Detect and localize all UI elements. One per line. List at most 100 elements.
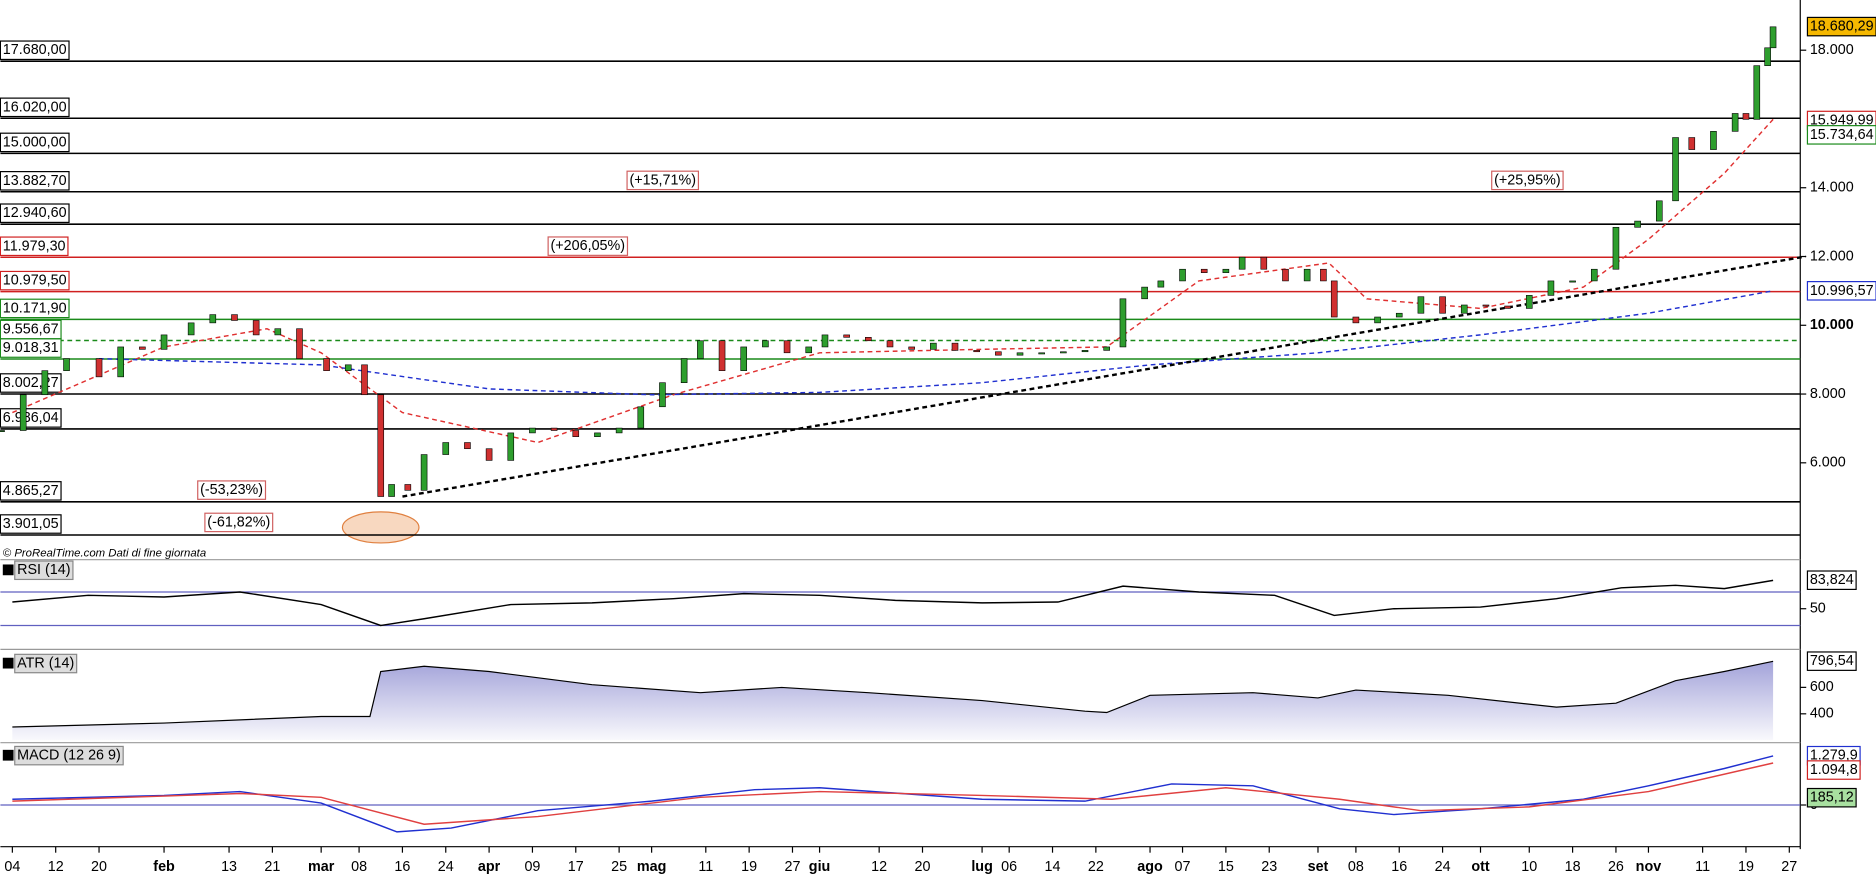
x-tick-label: 19 (1738, 859, 1754, 875)
candle (572, 430, 580, 437)
candle (1764, 47, 1771, 66)
candle (1374, 316, 1381, 324)
level-label: 10.979,50 (3, 273, 67, 289)
y-tick-label: 50 (1810, 601, 1826, 617)
rsi-line (12, 579, 1774, 627)
last-value-label: 10.996,57 (1810, 283, 1874, 299)
last-value-label: 1.094,8 (1810, 762, 1858, 778)
last-value-label-group: 185,12 (1806, 787, 1857, 808)
x-tick-label: 25 (611, 859, 627, 875)
level-label-box (0, 514, 62, 534)
level-label: 4.865,27 (3, 483, 59, 499)
candle (615, 427, 623, 434)
candle (344, 364, 352, 371)
candle (323, 358, 330, 371)
candle (1417, 296, 1425, 314)
annotation-box (204, 512, 274, 533)
level-label-group: 11.979,30 (0, 236, 69, 257)
last-value-label-group: 18.680,29 (1806, 16, 1876, 37)
x-tick-label: 16 (394, 859, 410, 875)
candle (637, 406, 645, 429)
level-label-group: 17.680,00 (0, 40, 70, 61)
candle (1655, 200, 1663, 222)
x-tick-label: 20 (91, 859, 107, 875)
last-value-label-box (1806, 125, 1876, 145)
candle (805, 346, 813, 354)
level-label: 9.556,67 (3, 322, 59, 338)
candle (404, 484, 412, 491)
last-value-label: 185,12 (1810, 790, 1854, 806)
candle (388, 484, 395, 497)
candle (1141, 286, 1148, 300)
candle (930, 342, 937, 350)
last-value-label: 15.734,64 (1810, 127, 1874, 143)
level-label: 15.000,00 (3, 134, 67, 150)
candle (1634, 220, 1641, 228)
level-label-group: 12.940,60 (0, 203, 70, 223)
level-label-box (0, 481, 62, 501)
x-tick-label: 24 (1435, 859, 1451, 875)
candle (1504, 305, 1511, 309)
candle (19, 394, 27, 431)
x-tick-label: apr (478, 859, 501, 875)
candle (762, 340, 769, 348)
x-tick-label: set (1308, 859, 1329, 875)
candle (908, 346, 915, 350)
candle (1238, 256, 1246, 270)
candle (594, 432, 601, 437)
y-tick-label: 10.000 (1810, 317, 1854, 333)
candle (507, 432, 515, 461)
candle (995, 351, 1002, 356)
x-tick-label: 24 (438, 859, 454, 875)
x-tick-label: lug (971, 859, 993, 875)
x-tick-label: 14 (1045, 859, 1061, 875)
level-label-box (0, 298, 70, 319)
y-tick-label: 6.000 (1810, 455, 1846, 471)
candle (821, 334, 829, 348)
y-tick-label: 18.000 (1810, 42, 1854, 58)
level-label-group: 9.556,67 (0, 319, 62, 340)
level-label-group: 9.018,31 (0, 338, 62, 358)
candle (1352, 316, 1360, 324)
candle (1060, 351, 1067, 354)
candle (886, 340, 894, 348)
candle (1081, 350, 1089, 353)
x-tick-label: 12 (871, 859, 887, 875)
x-tick-label: 21 (264, 859, 280, 875)
candle (420, 454, 428, 491)
candle (1016, 352, 1024, 356)
level-label: 10.171,90 (3, 300, 67, 316)
x-tick-label: 04 (4, 859, 20, 875)
last-value-label: 796,54 (1810, 653, 1854, 669)
x-tick-label: 09 (524, 859, 540, 875)
last-value-label-box (1806, 281, 1876, 301)
candle (252, 320, 260, 336)
x-tick-label: mar (308, 859, 335, 875)
candle (377, 394, 385, 497)
candle (843, 334, 850, 338)
annotation-box (1491, 170, 1564, 191)
candle (274, 328, 282, 336)
y-tick-label: 12.000 (1810, 248, 1854, 264)
trendline (402, 255, 1806, 498)
area (12, 661, 1774, 741)
x-tick-label: 10 (1521, 859, 1537, 875)
x-tick-label: 27 (784, 859, 800, 875)
annotation-box (197, 480, 267, 500)
panel-title: RSI (14) (17, 562, 70, 578)
panel-title-box (14, 560, 74, 581)
x-tick-label: 08 (1348, 859, 1364, 875)
x-tick-label: 15 (1218, 859, 1234, 875)
x-tick-label: ott (1471, 859, 1490, 875)
last-value-label-group: 796,54 (1806, 651, 1857, 671)
last-value-label-box (1806, 16, 1876, 37)
x-tick-label: ago (1137, 859, 1163, 875)
candle (1569, 280, 1576, 283)
candle (139, 346, 146, 350)
x-tick-label: 18 (1565, 859, 1581, 875)
annotation: (+15,71%) (629, 172, 696, 188)
candle (1038, 352, 1045, 355)
candle (1320, 268, 1327, 282)
